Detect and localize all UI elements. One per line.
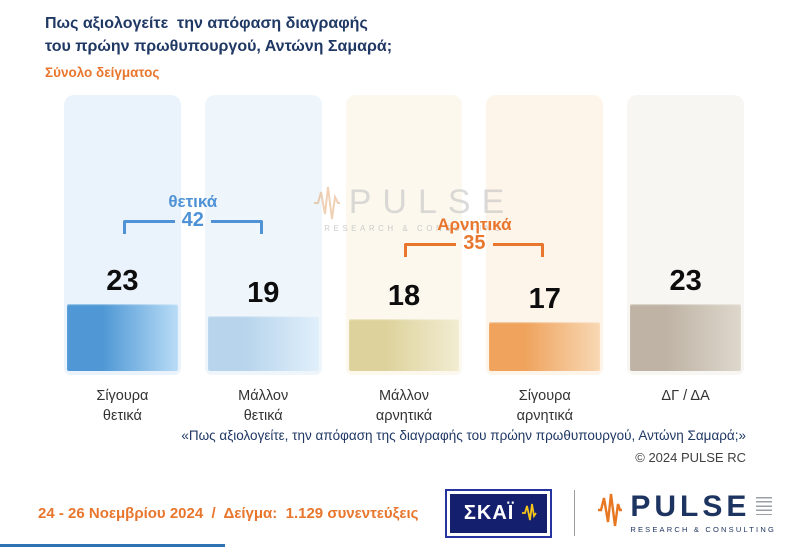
bottom-accent-strip	[0, 544, 225, 547]
group-bracket-positive: θετικά 42	[122, 192, 263, 235]
chart-columns: 23 Σίγουρα θετικά 19 Μάλλον θετικά 18 Μάλλον …	[64, 95, 744, 427]
chart-column: 18 Μάλλον αρνητικά	[345, 95, 463, 427]
pulse-logo-subtext: RESEARCH & CONSULTING	[630, 525, 776, 534]
value-label: 23	[106, 265, 139, 297]
skai-logo-box: ΣΚΑΪ	[449, 493, 548, 533]
group-bracket-negative: Αρνητικά 35	[404, 215, 545, 258]
column-panel: 18	[345, 95, 463, 375]
group-label: Αρνητικά	[437, 215, 512, 234]
footnote-copyright: © 2024 PULSE RC	[635, 450, 746, 465]
column-panel: 23	[64, 95, 181, 375]
value-label: 18	[387, 280, 421, 312]
chart-column: 19 Μάλλον θετικά	[204, 95, 322, 427]
value-label: 19	[247, 277, 280, 309]
value-bar	[348, 319, 460, 371]
value-label: 23	[669, 265, 702, 297]
bracket-segment	[404, 243, 457, 258]
skai-logo-text: ΣΚΑΪ	[463, 501, 515, 524]
chart-column: 23 ΔΓ / ΔΑ	[627, 95, 744, 427]
chart-column: 17 Σίγουρα αρνητικά	[486, 95, 604, 427]
group-label: θετικά	[168, 192, 218, 211]
skai-logo: ΣΚΑΪ	[444, 488, 553, 538]
pulse-logo-lines-icon	[756, 497, 773, 515]
footnote: «Πως αξιολογείτε, την απόφαση της διαγρα…	[181, 428, 746, 465]
value-label: 17	[528, 283, 561, 315]
category-label: Σίγουρα θετικά	[96, 388, 149, 425]
fieldwork-date-sample: 24 - 26 Νοεμβρίου 2024 / Δείγμα: 1.129 σ…	[38, 504, 419, 522]
bracket-segment	[492, 243, 545, 258]
column-panel: 17	[486, 95, 604, 375]
footer-bar: 24 - 26 Νοεμβρίου 2024 / Δείγμα: 1.129 σ…	[0, 485, 800, 541]
category-label: Μάλλον θετικά	[238, 388, 289, 425]
value-bar	[489, 322, 601, 371]
footer-divider	[574, 490, 576, 536]
category-label: Μάλλον αρνητικά	[375, 388, 433, 425]
skai-waveform-icon	[522, 503, 538, 521]
pulse-waveform-icon	[598, 493, 623, 527]
value-bar	[207, 316, 319, 371]
value-bar	[630, 304, 741, 371]
chart-column: 23 Σίγουρα θετικά	[64, 95, 181, 427]
category-label: Σίγουρα αρνητικά	[516, 388, 573, 425]
bracket-segment	[122, 220, 175, 235]
group-bracket-line: 35	[404, 233, 545, 258]
column-panel: 19	[204, 95, 322, 375]
pulse-wordmark-row: PULSE	[630, 492, 776, 522]
footnote-quote: «Πως αξιολογείτε, την απόφαση της διαγρα…	[181, 428, 746, 443]
pulse-logo: PULSE RESEARCH & CONSULTING	[597, 492, 776, 534]
column-panel: 23	[627, 95, 744, 375]
pulse-logo-text-block: PULSE RESEARCH & CONSULTING	[630, 492, 776, 535]
group-total: 42	[181, 209, 204, 232]
sample-subtitle: Σύνολο δείγματος	[45, 65, 160, 81]
pulse-logo-text: PULSE	[630, 490, 751, 523]
group-total: 35	[463, 232, 486, 255]
bracket-segment	[210, 220, 263, 235]
page-title-line1: Πως αξιολογείτε την απόφαση διαγραφής	[45, 15, 368, 32]
group-bracket-line: 42	[122, 210, 263, 235]
value-bar	[67, 304, 178, 371]
category-label: ΔΓ / ΔΑ	[661, 388, 710, 404]
header: Πως αξιολογείτε την απόφαση διαγραφής το…	[45, 12, 392, 80]
page-title-line2: του πρώην πρωθυπουργού, Αντώνη Σαμαρά;	[45, 38, 393, 56]
bar-chart: PULSE RESEARCH & CONSULTING 23 Σίγουρα θε…	[64, 95, 744, 427]
